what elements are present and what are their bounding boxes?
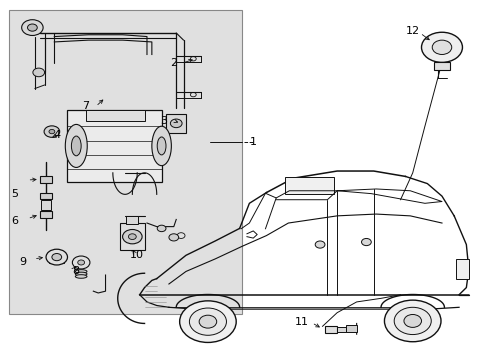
Text: 10: 10: [130, 250, 144, 260]
Bar: [86, 110, 144, 121]
Text: 1: 1: [249, 138, 256, 147]
Ellipse shape: [75, 275, 87, 278]
Bar: [40, 176, 52, 183]
Circle shape: [179, 301, 236, 342]
Circle shape: [128, 234, 136, 239]
Circle shape: [189, 308, 226, 335]
Circle shape: [78, 260, 84, 265]
Circle shape: [72, 256, 90, 269]
Bar: [126, 216, 138, 224]
Circle shape: [170, 119, 182, 128]
Circle shape: [21, 20, 43, 36]
Text: 9: 9: [19, 257, 26, 267]
Circle shape: [403, 315, 421, 327]
Circle shape: [44, 126, 60, 137]
Circle shape: [52, 253, 61, 261]
Circle shape: [410, 319, 414, 322]
Circle shape: [49, 130, 55, 134]
Bar: [433, 62, 449, 70]
Text: 12: 12: [405, 26, 419, 36]
Bar: [455, 259, 468, 279]
Ellipse shape: [75, 272, 87, 276]
Ellipse shape: [75, 270, 87, 273]
Text: 2: 2: [170, 58, 177, 68]
Circle shape: [33, 68, 44, 77]
Circle shape: [199, 315, 216, 328]
Bar: [336, 327, 345, 332]
Bar: [345, 325, 356, 332]
Bar: [120, 223, 144, 250]
Circle shape: [361, 238, 370, 246]
Bar: [166, 114, 185, 134]
Circle shape: [27, 24, 37, 31]
Bar: [40, 193, 52, 199]
Text: 8: 8: [73, 266, 80, 276]
Bar: [49, 252, 64, 263]
Text: 5: 5: [11, 189, 18, 199]
Circle shape: [157, 225, 165, 231]
Bar: [40, 211, 52, 218]
Bar: [285, 177, 333, 194]
Text: 11: 11: [294, 317, 308, 327]
Ellipse shape: [65, 125, 87, 167]
Text: 4: 4: [53, 130, 60, 140]
Circle shape: [46, 249, 67, 265]
Bar: [41, 200, 51, 211]
Circle shape: [421, 32, 462, 62]
Ellipse shape: [152, 126, 171, 166]
Bar: [66, 110, 161, 182]
Circle shape: [122, 229, 142, 244]
FancyBboxPatch shape: [9, 10, 242, 315]
Circle shape: [431, 40, 451, 54]
Circle shape: [168, 234, 178, 241]
Circle shape: [384, 300, 440, 342]
Circle shape: [205, 320, 209, 323]
Text: 7: 7: [82, 102, 89, 112]
Circle shape: [315, 241, 325, 248]
Bar: [325, 326, 336, 333]
Text: 3: 3: [160, 116, 167, 126]
Ellipse shape: [71, 136, 81, 156]
Ellipse shape: [157, 137, 165, 155]
Circle shape: [393, 307, 430, 334]
Text: 6: 6: [11, 216, 18, 226]
